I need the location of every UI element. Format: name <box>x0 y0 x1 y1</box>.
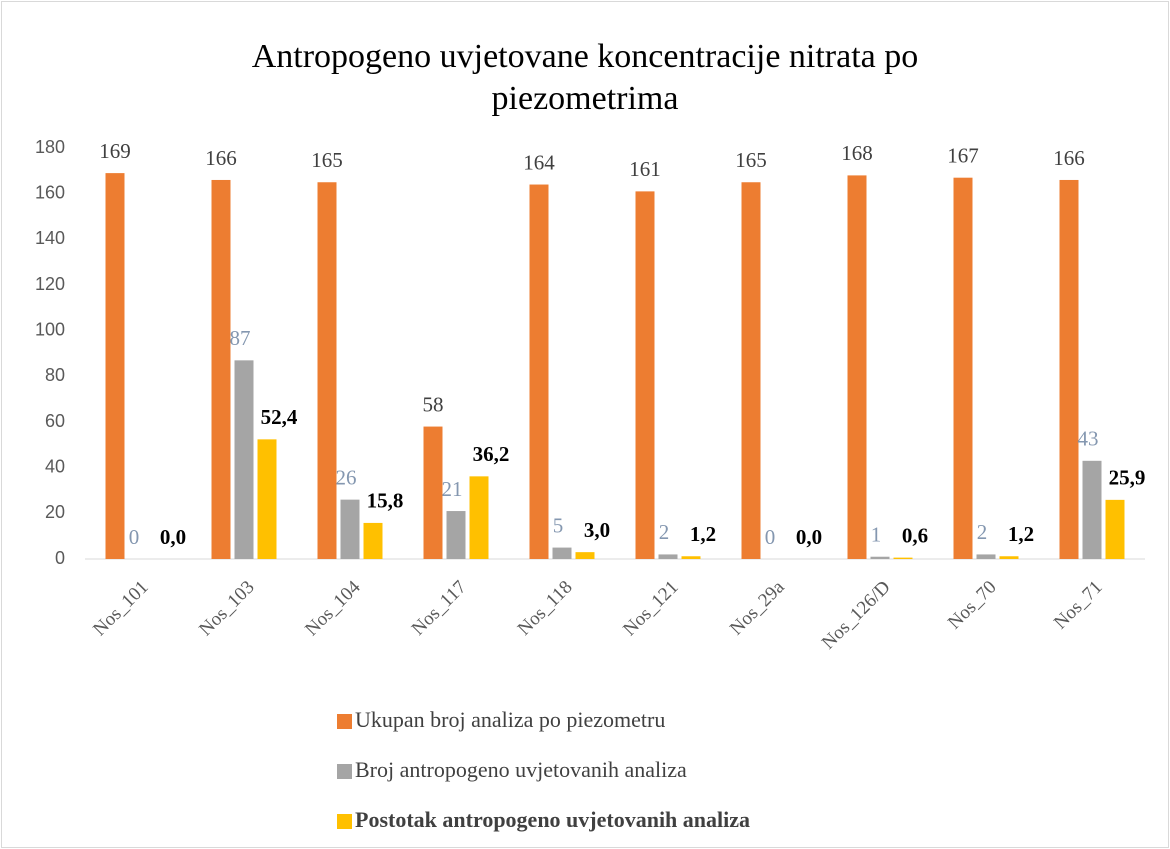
bar <box>234 360 254 559</box>
y-tick-label: 80 <box>45 365 65 385</box>
legend-label: Ukupan broj analiza po piezometru <box>355 707 665 732</box>
bar <box>575 552 595 559</box>
data-label: 167 <box>947 143 979 167</box>
x-tick-label: Nos_70 <box>944 577 1001 634</box>
data-label: 87 <box>230 326 251 350</box>
data-label: 165 <box>311 148 343 172</box>
bar <box>635 191 655 559</box>
bar <box>976 554 996 559</box>
data-label: 2 <box>659 520 670 544</box>
bar <box>1059 179 1079 559</box>
bar <box>211 179 231 559</box>
bar <box>423 426 443 559</box>
bar <box>893 557 913 559</box>
data-label: 21 <box>442 477 463 501</box>
bar <box>999 556 1019 559</box>
bar <box>1082 460 1102 559</box>
data-label: 0 <box>765 525 776 549</box>
bar <box>847 175 867 559</box>
data-label: 0,6 <box>902 523 928 547</box>
data-label: 166 <box>205 146 237 170</box>
data-label: 36,2 <box>473 442 510 466</box>
bar <box>870 556 890 559</box>
data-label: 2 <box>977 520 988 544</box>
y-tick-label: 40 <box>45 456 65 476</box>
x-tick-label: Nos_118 <box>514 577 577 640</box>
y-tick-label: 140 <box>35 228 65 248</box>
x-tick-label: Nos_103 <box>195 577 258 640</box>
data-label: 15,8 <box>367 489 404 513</box>
y-tick-label: 100 <box>35 319 65 339</box>
y-tick-label: 120 <box>35 274 65 294</box>
data-label: 0 <box>129 525 140 549</box>
y-tick-label: 160 <box>35 182 65 202</box>
legend-swatch <box>337 814 352 829</box>
bar <box>340 499 360 559</box>
data-label: 164 <box>523 150 555 174</box>
data-label: 161 <box>629 157 661 181</box>
data-label: 25,9 <box>1109 466 1146 490</box>
legend-swatch <box>337 764 352 779</box>
bar <box>469 476 489 559</box>
y-tick-label: 180 <box>35 137 65 157</box>
legend-label: Broj antropogeno uvjetovanih analiza <box>355 757 687 782</box>
x-tick-label: Nos_121 <box>619 577 682 640</box>
bar <box>658 554 678 559</box>
chart-title: Antropogeno uvjetovane koncentracije nit… <box>251 38 919 117</box>
bar <box>1105 499 1125 559</box>
x-tick-label: Nos_104 <box>301 576 365 640</box>
data-label: 168 <box>841 141 873 165</box>
x-tick-label: Nos_29a <box>726 576 789 639</box>
y-tick-label: 0 <box>55 548 65 568</box>
y-tick-label: 60 <box>45 411 65 431</box>
data-label: 169 <box>99 139 131 163</box>
legend-label: Postotak antropogeno uvjetovanih analiza <box>355 807 750 832</box>
bar <box>529 184 549 560</box>
data-label: 26 <box>336 465 357 489</box>
data-label: 1 <box>871 523 882 547</box>
x-tick-label: Nos_71 <box>1050 577 1107 634</box>
data-label: 0,0 <box>796 525 822 549</box>
bar <box>363 522 383 559</box>
data-label: 1,2 <box>690 522 716 546</box>
data-label: 0,0 <box>160 525 186 549</box>
bar <box>105 173 125 559</box>
data-label: 165 <box>735 148 767 172</box>
bar <box>552 547 572 559</box>
bar <box>257 439 277 559</box>
bar <box>953 177 973 559</box>
data-label: 166 <box>1053 146 1085 170</box>
bar <box>681 556 701 559</box>
legend-swatch <box>337 714 352 729</box>
bar <box>741 182 761 559</box>
x-tick-label: Nos_101 <box>89 577 152 640</box>
data-label: 1,2 <box>1008 522 1034 546</box>
data-label: 5 <box>553 513 564 537</box>
data-label: 43 <box>1078 427 1099 451</box>
data-label: 3,0 <box>584 518 610 542</box>
y-tick-label: 20 <box>45 502 65 522</box>
x-tick-label: Nos_126/D <box>818 577 895 654</box>
data-label: 58 <box>423 392 444 416</box>
bar <box>317 182 337 559</box>
bar <box>446 511 466 559</box>
data-label: 52,4 <box>261 405 298 429</box>
x-tick-label: Nos_117 <box>408 577 471 640</box>
